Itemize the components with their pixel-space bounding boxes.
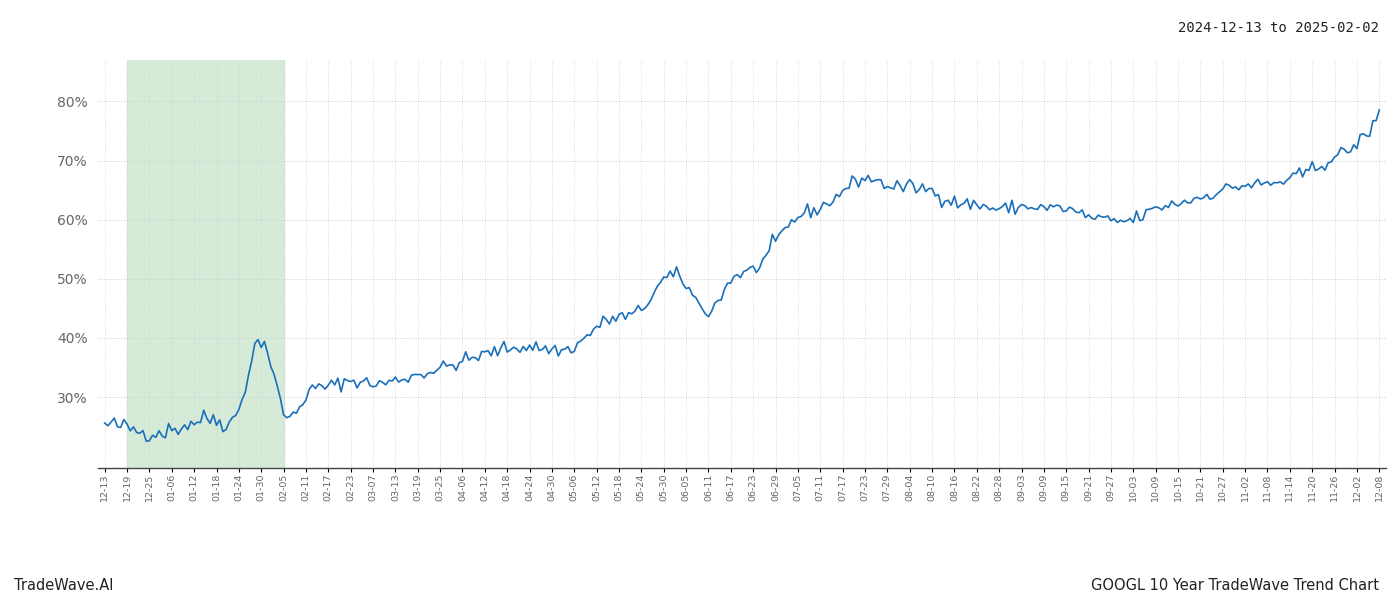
Text: TradeWave.AI: TradeWave.AI bbox=[14, 578, 113, 593]
Bar bbox=[127, 60, 284, 468]
Text: 2024-12-13 to 2025-02-02: 2024-12-13 to 2025-02-02 bbox=[1177, 21, 1379, 35]
Text: GOOGL 10 Year TradeWave Trend Chart: GOOGL 10 Year TradeWave Trend Chart bbox=[1091, 578, 1379, 593]
